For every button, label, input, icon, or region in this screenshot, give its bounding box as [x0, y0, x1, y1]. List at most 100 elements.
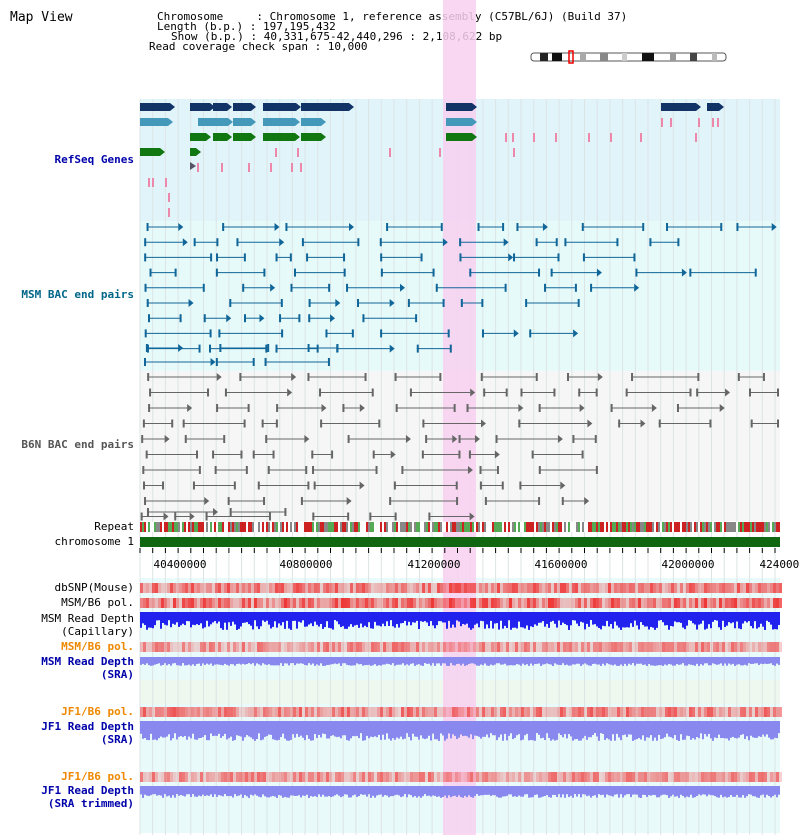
heatmap-cell — [173, 707, 176, 717]
read-depth-bar — [674, 721, 676, 736]
bac-end — [275, 419, 278, 428]
read-depth-bar — [618, 786, 620, 798]
read-depth-bar — [396, 657, 398, 665]
read-depth-bar — [586, 786, 588, 797]
read-depth-bar — [306, 657, 308, 666]
read-depth-bar — [514, 612, 516, 628]
read-depth-bar — [690, 612, 692, 621]
heatmap-cell — [422, 583, 425, 593]
read-depth-bar — [450, 786, 452, 798]
heatmap-cell — [239, 642, 242, 652]
repeat-segment — [276, 522, 278, 532]
read-depth-bar — [232, 721, 234, 741]
read-depth-bar — [596, 786, 598, 798]
heatmap-cell — [536, 598, 539, 608]
read-depth-bar — [478, 786, 480, 796]
read-depth-bar — [522, 612, 524, 628]
heatmap-cell — [401, 583, 404, 593]
read-depth-bar — [486, 786, 488, 795]
read-depth-bar — [736, 786, 738, 795]
read-depth-bar — [350, 657, 352, 666]
read-depth-bar — [618, 657, 620, 666]
bac-end — [435, 283, 438, 292]
repeat-segment — [224, 522, 226, 532]
bac-end — [290, 283, 293, 292]
read-depth-bar — [670, 657, 672, 665]
ideogram-band — [690, 53, 697, 61]
bac-end — [697, 373, 700, 381]
read-depth-bar — [236, 721, 238, 736]
heatmap-cell — [779, 598, 782, 608]
heatmap-cell — [593, 583, 596, 593]
read-depth-bar — [538, 786, 540, 798]
bac-end — [242, 283, 245, 292]
read-depth-bar — [332, 657, 334, 665]
heatmap-cell — [629, 772, 632, 782]
heatmap-cell — [512, 583, 515, 593]
axis-tick-label: 40800000 — [279, 558, 333, 571]
heatmap-cell — [557, 707, 560, 717]
read-depth-bar — [700, 786, 702, 796]
read-depth-bar — [658, 786, 660, 798]
read-depth-bar — [234, 786, 236, 795]
read-depth-bar — [364, 657, 366, 666]
heatmap-cell — [740, 598, 743, 608]
heatmap-cell — [188, 598, 191, 608]
heatmap-cell — [281, 772, 284, 782]
heatmap-cell — [260, 583, 263, 593]
bac-end — [595, 466, 598, 474]
gene-arrow — [321, 133, 326, 141]
read-depth-bar — [590, 721, 592, 738]
repeat-segment — [510, 522, 512, 532]
heatmap-cell — [140, 707, 143, 717]
read-depth-bar — [212, 657, 214, 666]
heatmap-cell — [239, 772, 242, 782]
heatmap-cell — [731, 772, 734, 782]
read-depth-bar — [636, 612, 638, 626]
read-depth-bar — [550, 786, 552, 798]
gene-feature — [446, 133, 472, 141]
bac-end — [362, 314, 365, 323]
read-depth-bar — [540, 612, 542, 623]
heatmap-cell — [311, 642, 314, 652]
read-depth-bar — [744, 657, 746, 665]
heatmap-cell — [467, 583, 470, 593]
repeat-segment — [630, 522, 632, 532]
heatmap-cell — [188, 772, 191, 782]
repeat-segment — [598, 522, 600, 532]
heatmap-cell — [659, 707, 662, 717]
heatmap-cell — [677, 583, 680, 593]
heatmap-cell — [512, 642, 515, 652]
gene-feature — [190, 103, 210, 111]
read-depth-bar — [204, 612, 206, 628]
heatmap-cell — [551, 598, 554, 608]
read-depth-bar — [548, 612, 550, 628]
bac-end — [216, 404, 219, 412]
heatmap-cell — [338, 642, 341, 652]
read-depth-bar — [702, 612, 704, 621]
read-depth-bar — [588, 721, 590, 738]
heatmap-cell — [428, 583, 431, 593]
read-depth-bar — [388, 786, 390, 798]
read-depth-bar — [420, 657, 422, 666]
repeat-segment — [232, 522, 234, 532]
bac-end — [631, 373, 634, 381]
read-depth-bar — [522, 657, 524, 664]
read-depth-bar — [512, 786, 514, 797]
heatmap-cell — [302, 598, 305, 608]
read-depth-bar — [604, 786, 606, 798]
track-label-msm-bac: MSM BAC end pairs — [21, 288, 134, 301]
read-depth-bar — [706, 786, 708, 797]
heatmap-cell — [224, 707, 227, 717]
read-depth-bar — [582, 657, 584, 665]
bac-end — [275, 253, 278, 262]
read-depth-bar — [380, 657, 382, 666]
read-depth-bar — [308, 612, 310, 625]
bac-end — [229, 299, 232, 307]
repeat-segment — [544, 522, 546, 532]
read-depth-bar — [184, 612, 186, 626]
heatmap-cell — [476, 583, 479, 593]
read-depth-bar — [458, 786, 460, 796]
read-depth-bar — [768, 786, 770, 797]
